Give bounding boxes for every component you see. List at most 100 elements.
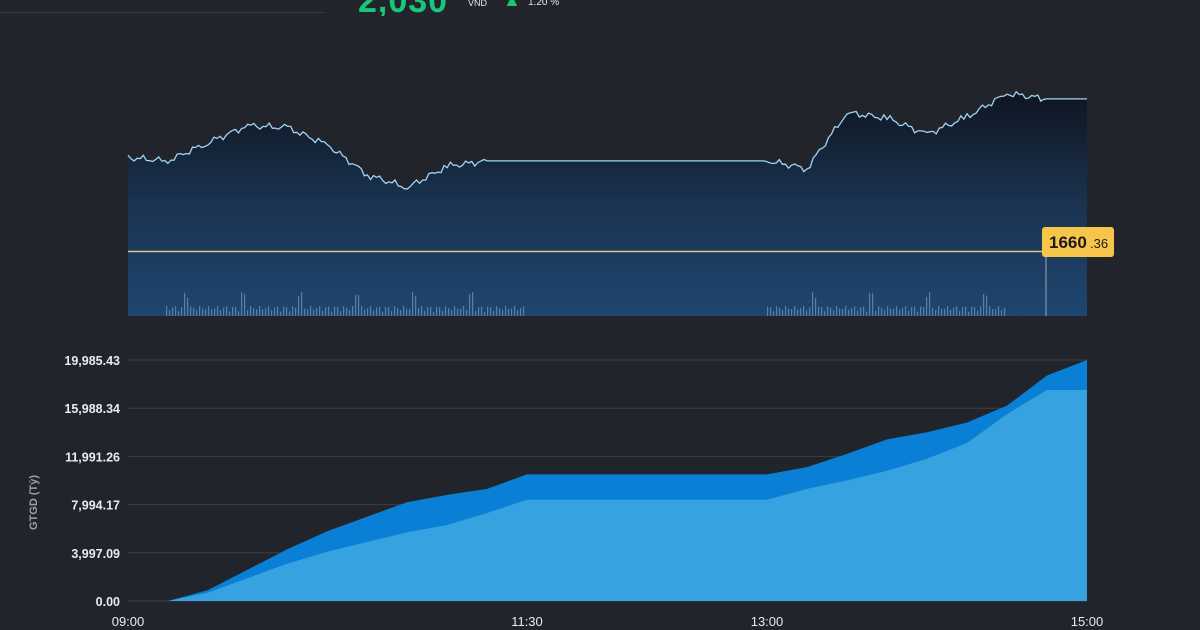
volume-bar: [926, 296, 928, 316]
volume-bar: [325, 307, 327, 316]
reference-badge: 1660 .36: [1042, 227, 1114, 257]
volume-bar: [863, 306, 865, 316]
volume-bar: [944, 308, 946, 316]
volume-bar: [770, 307, 772, 316]
volume-bar: [478, 307, 480, 316]
volume-bar: [340, 311, 342, 316]
volume-bar: [178, 311, 180, 316]
volume-bar: [493, 310, 495, 316]
x-tick-label: 09:00: [112, 614, 145, 629]
volume-bar: [935, 309, 937, 316]
volume-bar: [193, 307, 195, 316]
volume-bar: [950, 309, 952, 316]
volume-bar: [520, 307, 522, 316]
volume-bar: [328, 306, 330, 316]
y-tick-label: 19,985.43: [64, 354, 120, 368]
volume-bar: [184, 292, 186, 316]
volume-bar: [992, 308, 994, 316]
volume-bar: [253, 308, 255, 316]
volume-bar: [914, 306, 916, 316]
price-line: [127, 90, 1087, 190]
volume-bar: [361, 306, 363, 316]
volume-bar: [169, 310, 171, 316]
volume-bar: [794, 306, 796, 316]
volume-bar: [893, 308, 895, 316]
volume-bar: [286, 306, 288, 316]
volume-bar: [217, 306, 219, 316]
volume-bar: [220, 310, 222, 316]
volume-bar: [298, 296, 300, 316]
x-tick-label: 11:30: [511, 614, 543, 629]
volume-bar: [334, 306, 336, 316]
volume-bar: [502, 309, 504, 316]
volume-bar: [484, 311, 486, 316]
y-tick-label: 15,988.34: [64, 402, 120, 416]
volume-bar: [791, 309, 793, 316]
volume-bar: [172, 307, 174, 316]
volume-bar: [463, 306, 465, 316]
volume-bar: [208, 306, 210, 316]
change-percent: 1.20 %: [528, 0, 560, 8]
volume-bar: [986, 295, 988, 316]
volume-bar: [271, 310, 273, 316]
volume-bar: [505, 306, 507, 316]
volume-bar: [448, 307, 450, 316]
volume-bar: [800, 308, 802, 316]
volume-bar: [295, 307, 297, 316]
volume-bar: [878, 306, 880, 316]
volume-bar: [875, 311, 877, 316]
y-axis-label: GTGD (Tỷ): [28, 475, 40, 530]
volume-bar: [776, 306, 778, 316]
volume-bar: [1001, 310, 1003, 316]
volume-bar: [367, 308, 369, 316]
volume-bar: [469, 293, 471, 316]
volume-bar: [313, 309, 315, 316]
volume-bar: [382, 311, 384, 316]
volume-bar: [265, 308, 267, 316]
volume-bar: [989, 306, 991, 316]
volume-bar: [259, 306, 261, 316]
volume-bar: [376, 307, 378, 316]
volume-bar: [280, 311, 282, 316]
volume-bar: [421, 306, 423, 316]
volume-bar: [388, 307, 390, 316]
volume-bar: [385, 306, 387, 316]
volume-bar: [346, 307, 348, 316]
volume-bar: [310, 306, 312, 316]
x-tick-label: 13:00: [751, 614, 784, 629]
volume-bar: [899, 309, 901, 316]
volume-bar: [974, 307, 976, 316]
volume-bar: [827, 306, 829, 316]
volume-bar: [902, 307, 904, 316]
volume-bar: [833, 310, 835, 316]
volume-bar: [424, 310, 426, 316]
volume-bar: [797, 309, 799, 316]
price-area: [128, 91, 1087, 316]
value-chart: 19,985.43 15,988.34 11,991.26 7,994.17 3,997…: [28, 354, 1103, 629]
volume-bar: [472, 292, 474, 316]
volume-bar: [836, 306, 838, 316]
volume-bar: [232, 306, 234, 316]
volume-bar: [397, 307, 399, 316]
volume-bar: [430, 306, 432, 316]
volume-bar: [920, 306, 922, 316]
volume-bar: [304, 308, 306, 316]
volume-bar: [337, 307, 339, 316]
volume-bar: [496, 306, 498, 316]
volume-bar: [499, 308, 501, 316]
volume-bar: [905, 306, 907, 316]
volume-bar: [379, 306, 381, 316]
arrow-up-icon: ▲: [503, 0, 521, 10]
volume-bar: [229, 311, 231, 316]
volume-bar: [226, 306, 228, 316]
volume-bar: [511, 308, 513, 316]
volume-bar: [872, 293, 874, 316]
volume-bar: [241, 292, 243, 316]
volume-bar: [481, 306, 483, 316]
y-tick-label: 7,994.17: [71, 499, 120, 513]
volume-bar: [175, 306, 177, 316]
volume-bar: [427, 307, 429, 316]
volume-bar: [508, 308, 510, 316]
volume-bar: [301, 292, 303, 316]
